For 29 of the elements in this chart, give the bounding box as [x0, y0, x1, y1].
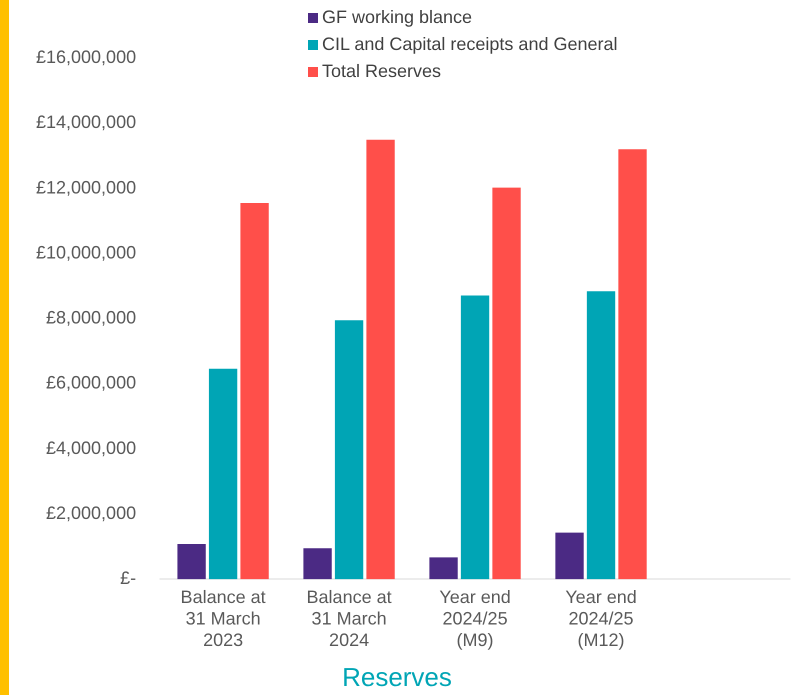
- x-tick-label: Balance at 31 March 2024: [306, 586, 392, 650]
- y-tick-label: £-: [120, 568, 136, 588]
- x-tick-label: Balance at 31 March 2023: [180, 586, 266, 650]
- y-tick-label: £4,000,000: [46, 438, 136, 458]
- legend-label: Total Reserves: [322, 60, 442, 83]
- legend-label: CIL and Capital receipts and General: [322, 33, 618, 56]
- bar: [618, 149, 647, 580]
- legend-label: GF working blance: [322, 6, 472, 29]
- bar: [208, 368, 238, 580]
- y-tick-label: £2,000,000: [46, 503, 136, 524]
- bar: [429, 557, 458, 580]
- x-tick-label: Year end 2024/25 (M9): [439, 586, 511, 650]
- bar: [555, 532, 584, 580]
- bar: [586, 291, 616, 580]
- y-tick-label: £8,000,000: [46, 308, 136, 328]
- bar: [492, 188, 521, 580]
- bar: [334, 320, 364, 580]
- bar: [303, 548, 332, 580]
- bar: [240, 202, 269, 580]
- bar: [177, 544, 206, 580]
- y-tick-label: £16,000,000: [36, 46, 136, 67]
- y-tick-label: £10,000,000: [36, 242, 136, 262]
- bar: [366, 140, 395, 580]
- y-tick-label: £12,000,000: [36, 177, 136, 198]
- y-tick-label: £6,000,000: [46, 372, 136, 393]
- bar: [460, 295, 490, 580]
- x-tick-label: Year end 2024/25 (M12): [565, 586, 637, 650]
- y-tick-label: £14,000,000: [36, 112, 136, 132]
- x-axis-title: Reserves: [341, 662, 453, 693]
